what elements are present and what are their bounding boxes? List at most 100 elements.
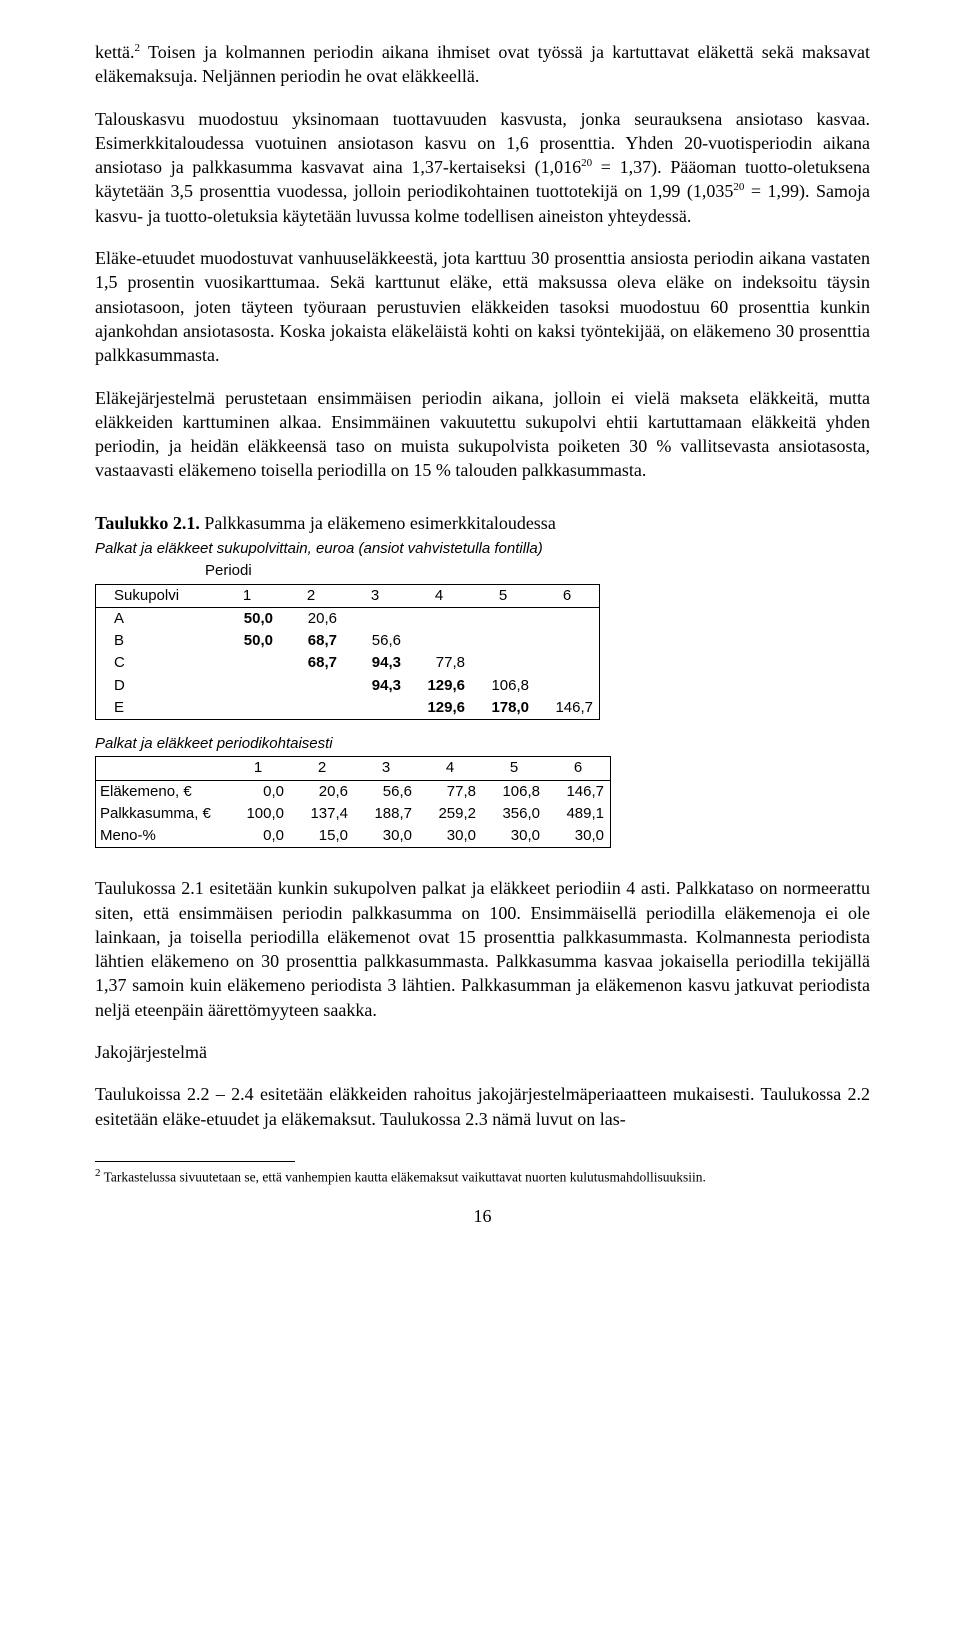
- table-title: Taulukko 2.1. Palkkasumma ja eläkemeno e…: [95, 511, 870, 535]
- table-cell: 129,6: [407, 675, 471, 697]
- table-cell: [471, 630, 535, 652]
- table-cell: [215, 675, 279, 697]
- table-cell: [279, 675, 343, 697]
- table-cell: 94,3: [343, 675, 407, 697]
- row-label: Meno-%: [96, 825, 227, 848]
- table-row: Sukupolvi123456: [96, 584, 600, 607]
- table-cell: 56,6: [354, 780, 418, 803]
- table-cell: 188,7: [354, 803, 418, 825]
- table-cell: 56,6: [343, 630, 407, 652]
- table-cell: 259,2: [418, 803, 482, 825]
- column-header: 1: [215, 584, 279, 607]
- table-row: E 129,6178,0146,7: [96, 697, 600, 720]
- table-cell: [471, 652, 535, 674]
- table-cell: 20,6: [279, 607, 343, 630]
- table-cell: 137,4: [290, 803, 354, 825]
- column-header: 6: [535, 584, 600, 607]
- column-header: 1: [226, 757, 290, 780]
- row-label: E: [96, 697, 216, 720]
- footnote-text: Tarkastelussa sivuutetaan se, että vanhe…: [101, 1169, 706, 1184]
- table-cell: 77,8: [418, 780, 482, 803]
- paragraph-4: Eläkejärjestelmä perustetaan ensimmäisen…: [95, 386, 870, 483]
- superscript: 20: [581, 157, 592, 169]
- subsection-heading: Jakojärjestelmä: [95, 1040, 870, 1064]
- footnote: 2 Tarkastelussa sivuutetaan se, että van…: [95, 1166, 870, 1186]
- table-cell: 30,0: [546, 825, 611, 848]
- table-caption: Palkkasumma ja eläkemeno esimerkkitaloud…: [200, 513, 556, 533]
- footnote-separator: [95, 1161, 295, 1162]
- table-number: Taulukko 2.1.: [95, 513, 200, 533]
- column-header: 2: [279, 584, 343, 607]
- table-cell: [407, 607, 471, 630]
- table-cell: 68,7: [279, 630, 343, 652]
- table-cell: 30,0: [418, 825, 482, 848]
- table-row: A50,020,6: [96, 607, 600, 630]
- column-header: 6: [546, 757, 611, 780]
- table-cell: [215, 697, 279, 720]
- table-cell: 68,7: [279, 652, 343, 674]
- column-header: 5: [482, 757, 546, 780]
- column-header: 3: [354, 757, 418, 780]
- column-header: 4: [407, 584, 471, 607]
- table-cell: [471, 607, 535, 630]
- table-cell: 489,1: [546, 803, 611, 825]
- text: Toisen ja kolmannen periodin aikana ihmi…: [95, 42, 870, 86]
- row-label: A: [96, 607, 216, 630]
- table-cell: [535, 607, 600, 630]
- table-cell: 146,7: [535, 697, 600, 720]
- column-header: [96, 757, 227, 780]
- paragraph-6: Taulukoissa 2.2 – 2.4 esitetään eläkkeid…: [95, 1082, 870, 1131]
- table-cell: 129,6: [407, 697, 471, 720]
- paragraph-2: Talouskasvu muodostuu yksinomaan tuottav…: [95, 107, 870, 228]
- text: kettä.: [95, 42, 134, 62]
- table-cell: [535, 652, 600, 674]
- table-cell: [407, 630, 471, 652]
- table-cell: 15,0: [290, 825, 354, 848]
- table-cell: 20,6: [290, 780, 354, 803]
- table-1: Sukupolvi123456 A50,020,6B50,068,756,6C6…: [95, 584, 600, 721]
- table-row: Palkkasumma, €100,0137,4188,7259,2356,04…: [96, 803, 611, 825]
- row-label: C: [96, 652, 216, 674]
- table-cell: [215, 652, 279, 674]
- table-cell: [535, 675, 600, 697]
- table-cell: 0,0: [226, 780, 290, 803]
- table-cell: 146,7: [546, 780, 611, 803]
- table-cell: 30,0: [354, 825, 418, 848]
- table-cell: 100,0: [226, 803, 290, 825]
- table-cell: [279, 697, 343, 720]
- table-cell: [343, 607, 407, 630]
- table-row: Meno-%0,015,030,030,030,030,0: [96, 825, 611, 848]
- table-subheading-2: Palkat ja eläkkeet periodikohtaisesti: [95, 734, 870, 754]
- table-row: C 68,794,377,8: [96, 652, 600, 674]
- table-cell: 77,8: [407, 652, 471, 674]
- table-cell: 0,0: [226, 825, 290, 848]
- table-cell: 178,0: [471, 697, 535, 720]
- row-label: Eläkemeno, €: [96, 780, 227, 803]
- superscript: 20: [733, 181, 744, 193]
- table-cell: [343, 697, 407, 720]
- table-cell: 106,8: [482, 780, 546, 803]
- table-row: D 94,3129,6106,8: [96, 675, 600, 697]
- column-header: Sukupolvi: [96, 584, 216, 607]
- column-header: 3: [343, 584, 407, 607]
- paragraph-1: kettä.2 Toisen ja kolmannen periodin aik…: [95, 40, 870, 89]
- column-header: 4: [418, 757, 482, 780]
- table-row: Eläkemeno, €0,020,656,677,8106,8146,7: [96, 780, 611, 803]
- table-row: B50,068,756,6: [96, 630, 600, 652]
- document-page: kettä. 2 Toisen ja kolmannen periodin aik…: [0, 0, 960, 1278]
- table-cell: 356,0: [482, 803, 546, 825]
- paragraph-3: Eläke-etuudet muodostuvat vanhuuseläkkee…: [95, 246, 870, 367]
- row-label: B: [96, 630, 216, 652]
- table-cell: 106,8: [471, 675, 535, 697]
- table-cell: 50,0: [215, 630, 279, 652]
- row-label: Palkkasumma, €: [96, 803, 227, 825]
- table-cell: 50,0: [215, 607, 279, 630]
- row-label: D: [96, 675, 216, 697]
- paragraph-5: Taulukossa 2.1 esitetään kunkin sukupolv…: [95, 876, 870, 1022]
- column-header: 2: [290, 757, 354, 780]
- column-header: 5: [471, 584, 535, 607]
- table-cell: 30,0: [482, 825, 546, 848]
- page-number: 16: [95, 1204, 870, 1228]
- table-cell: 94,3: [343, 652, 407, 674]
- table-subheading: Palkat ja eläkkeet sukupolvittain, euroa…: [95, 539, 870, 559]
